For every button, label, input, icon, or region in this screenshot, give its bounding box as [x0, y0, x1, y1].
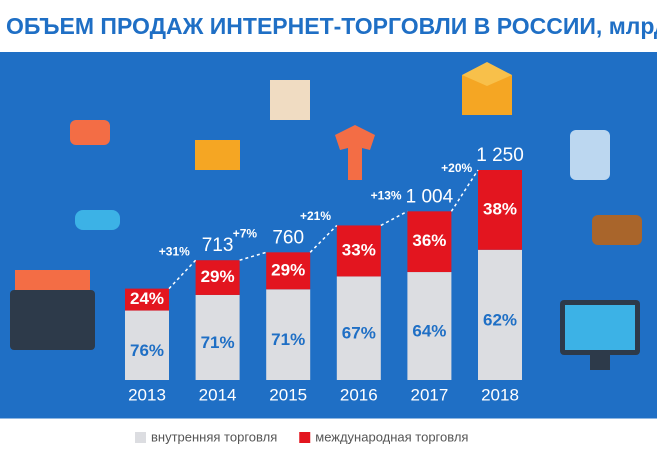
- segment-label: 71%: [271, 330, 305, 349]
- bar-segment: [478, 249, 522, 380]
- bar-segment: [407, 272, 452, 380]
- segment-label: 76%: [130, 341, 164, 360]
- bar-segment: [195, 294, 240, 380]
- total-label: 1 004: [406, 186, 454, 207]
- growth-connector: [309, 224, 338, 253]
- bar-segment: [125, 310, 169, 380]
- growth-connector: [450, 169, 479, 212]
- x-tick-label: 2018: [481, 385, 519, 404]
- growth-connector: [239, 251, 267, 261]
- x-tick-label: 2016: [340, 385, 378, 404]
- segment-label: 24%: [130, 289, 164, 308]
- bar-segment: [478, 170, 522, 250]
- growth-label: +21%: [300, 209, 331, 223]
- x-tick-label: 2017: [410, 385, 448, 404]
- panel: [0, 52, 657, 418]
- icons: [10, 62, 642, 370]
- segment-label: 64%: [412, 322, 446, 341]
- x-tick-label: 2015: [269, 385, 307, 404]
- legend-swatch: [135, 432, 146, 443]
- bar-segment: [336, 276, 381, 380]
- bar-segment: [407, 211, 452, 273]
- growth-label: +13%: [371, 189, 402, 203]
- legend-swatch: [299, 432, 311, 443]
- segment-label: 38%: [483, 199, 517, 218]
- bar-segment: [195, 260, 240, 295]
- bar-segment: [266, 252, 311, 290]
- x-tick-label: 2013: [128, 385, 166, 404]
- segment-label: 36%: [412, 231, 446, 250]
- segment-label: 29%: [271, 260, 305, 279]
- segment-label: 71%: [201, 333, 235, 352]
- total-label: 713: [202, 235, 234, 256]
- bar-segment: [336, 225, 381, 277]
- total-label: 760: [272, 227, 304, 248]
- legend-label: международная торговля: [315, 429, 468, 444]
- segment-label: 62%: [483, 310, 517, 329]
- growth-label: +31%: [159, 245, 190, 259]
- growth-connector: [168, 259, 197, 290]
- growth-connector: [380, 210, 408, 227]
- legend-label: внутренняя торговля: [151, 429, 277, 444]
- segment-label: 67%: [342, 324, 376, 343]
- total-label: 1 250: [476, 145, 524, 166]
- chart-title: ОБЪЕМ ПРОДАЖ ИНТЕРНЕТ-ТОРГОВЛИ В РОССИИ,…: [6, 13, 657, 39]
- bar-segment: [266, 289, 311, 380]
- growth-label: +7%: [233, 226, 258, 240]
- bar-segment: [125, 288, 169, 311]
- growth-label: +20%: [441, 161, 472, 175]
- x-tick-label: 2014: [199, 385, 237, 404]
- segment-label: 33%: [342, 240, 376, 259]
- segment-label: 29%: [201, 267, 235, 286]
